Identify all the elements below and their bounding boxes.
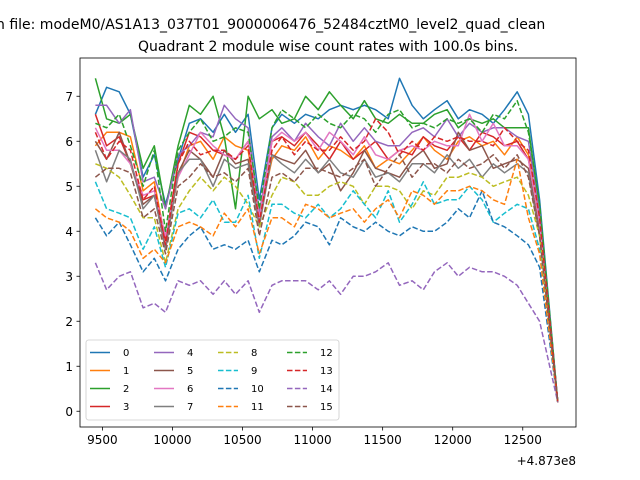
x-tick-label: 11500: [364, 433, 402, 447]
y-tick-label: 3: [65, 270, 73, 284]
x-axis-ticks: 9500 10000 10500 11000 11500 12000 12500: [87, 427, 542, 447]
legend-label-1: 1: [123, 366, 129, 377]
legend-label-7: 7: [187, 402, 193, 413]
legend-label-3: 3: [123, 402, 129, 413]
y-tick-label: 6: [65, 135, 73, 149]
y-axis-ticks: 0 1 2 3 4 5 6 7: [65, 90, 80, 419]
series-line-9: [94, 181, 559, 403]
legend-label-10: 10: [251, 384, 264, 395]
legend-box: [85, 339, 340, 421]
x-tick-label: 10000: [153, 433, 191, 447]
legend-label-11: 11: [251, 402, 264, 413]
series-line-7: [94, 149, 559, 403]
y-tick-label: 5: [65, 180, 73, 194]
series-line-10: [94, 190, 559, 403]
series-line-15: [94, 154, 559, 403]
x-offset-label: +4.873e8: [517, 454, 576, 468]
y-tick-label: 2: [65, 315, 73, 329]
legend-label-2: 2: [123, 384, 129, 395]
legend-label-14: 14: [320, 384, 333, 395]
series-line-8: [95, 163, 559, 403]
legend-label-0: 0: [123, 348, 129, 359]
legend-label-15: 15: [320, 402, 333, 413]
axes-frame: [79, 57, 577, 428]
y-tick-label: 4: [65, 225, 73, 239]
series-layer: [94, 77, 559, 403]
chart-title: Quadrant 2 module wise count rates with …: [138, 39, 518, 55]
x-tick-label: 11000: [293, 433, 331, 447]
figure-suptitle: n file: modeM0/AS1A13_037T01_9000006476_…: [0, 17, 545, 33]
series-line-11: [94, 158, 559, 403]
x-tick-label: 12500: [504, 433, 542, 447]
legend-label-9: 9: [251, 366, 257, 377]
legend-label-12: 12: [320, 348, 333, 359]
y-tick-label: 1: [65, 360, 73, 374]
x-tick-label: 10500: [223, 433, 261, 447]
series-line-14: [94, 262, 559, 403]
series-line-2: [94, 78, 559, 403]
legend-label-13: 13: [320, 366, 333, 377]
series-line-13: [94, 118, 559, 403]
x-tick-label: 9500: [87, 433, 118, 447]
x-tick-label: 12000: [434, 433, 472, 447]
legend-label-5: 5: [187, 366, 193, 377]
legend-label-4: 4: [187, 348, 193, 359]
y-tick-label: 0: [65, 405, 73, 419]
y-tick-label: 7: [65, 90, 73, 104]
legend-label-6: 6: [187, 384, 193, 395]
legend-label-8: 8: [251, 348, 257, 359]
